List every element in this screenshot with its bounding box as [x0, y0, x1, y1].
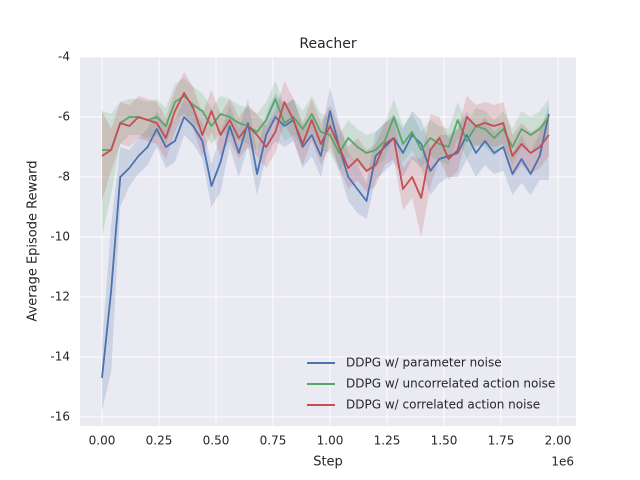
chart-title: Reacher — [299, 36, 356, 52]
x-tick-label: 1.25 — [374, 434, 401, 448]
x-tick-label: 1.50 — [431, 434, 458, 448]
y-tick-label: -16 — [50, 410, 70, 424]
x-tick-label: 2.00 — [545, 434, 572, 448]
y-tick-label: -12 — [50, 290, 70, 304]
y-axis-label: Average Episode Reward — [26, 160, 41, 321]
x-tick-label: 0.00 — [89, 434, 116, 448]
x-tick-label: 0.75 — [260, 434, 287, 448]
confidence-band — [102, 87, 549, 411]
y-tick-label: -10 — [50, 230, 70, 244]
series-line — [101, 92, 550, 199]
confidence-band — [102, 72, 549, 237]
y-tick-label: -14 — [50, 350, 70, 364]
legend-label: DDPG w/ parameter noise — [346, 356, 502, 370]
y-tick-label: -8 — [58, 170, 70, 184]
x-offset-label: 1e6 — [551, 455, 574, 469]
x-tick-label: 1.00 — [317, 434, 344, 448]
x-axis-label: Step — [313, 455, 343, 470]
y-tick-label: -4 — [58, 50, 70, 64]
x-tick-label: 1.75 — [488, 434, 515, 448]
legend-label: DDPG w/ correlated action noise — [346, 398, 540, 412]
x-tick-label: 0.50 — [203, 434, 230, 448]
y-tick-label: -6 — [58, 110, 70, 124]
x-tick-label: 0.25 — [146, 434, 173, 448]
legend-label: DDPG w/ uncorrelated action noise — [346, 377, 555, 391]
